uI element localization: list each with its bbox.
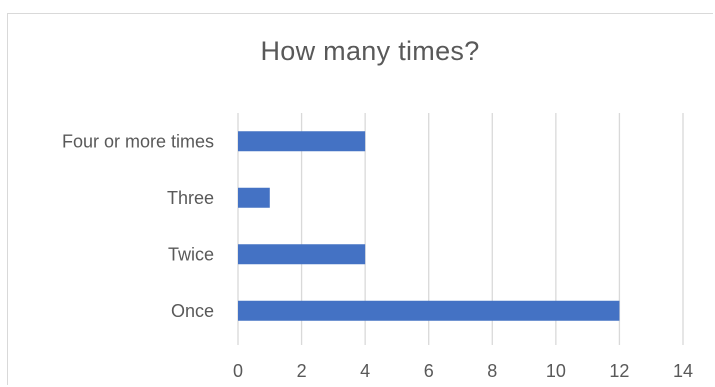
- category-label: Once: [171, 301, 214, 321]
- x-tick-label: 4: [360, 361, 370, 381]
- chart-border: [7, 13, 713, 385]
- x-tick-label: 0: [233, 361, 243, 381]
- x-tick-label: 12: [609, 361, 629, 381]
- bar: [238, 244, 366, 265]
- category-label: Four or more times: [62, 131, 214, 151]
- chart-title: How many times?: [260, 36, 480, 66]
- x-tick-label: 14: [673, 361, 693, 381]
- x-tick-label: 8: [487, 361, 497, 381]
- bars: [238, 131, 620, 321]
- category-labels: Once Twice Three Four or more times: [62, 131, 214, 321]
- bar: [238, 131, 366, 152]
- bar: [238, 187, 270, 208]
- x-tick-label: 10: [546, 361, 566, 381]
- x-tick-labels: 0 2 4 6 8 10 12 14: [233, 361, 693, 381]
- bar: [238, 300, 620, 321]
- category-label: Three: [167, 188, 214, 208]
- category-label: Twice: [168, 244, 214, 264]
- x-tick-label: 6: [424, 361, 434, 381]
- x-tick-label: 2: [297, 361, 307, 381]
